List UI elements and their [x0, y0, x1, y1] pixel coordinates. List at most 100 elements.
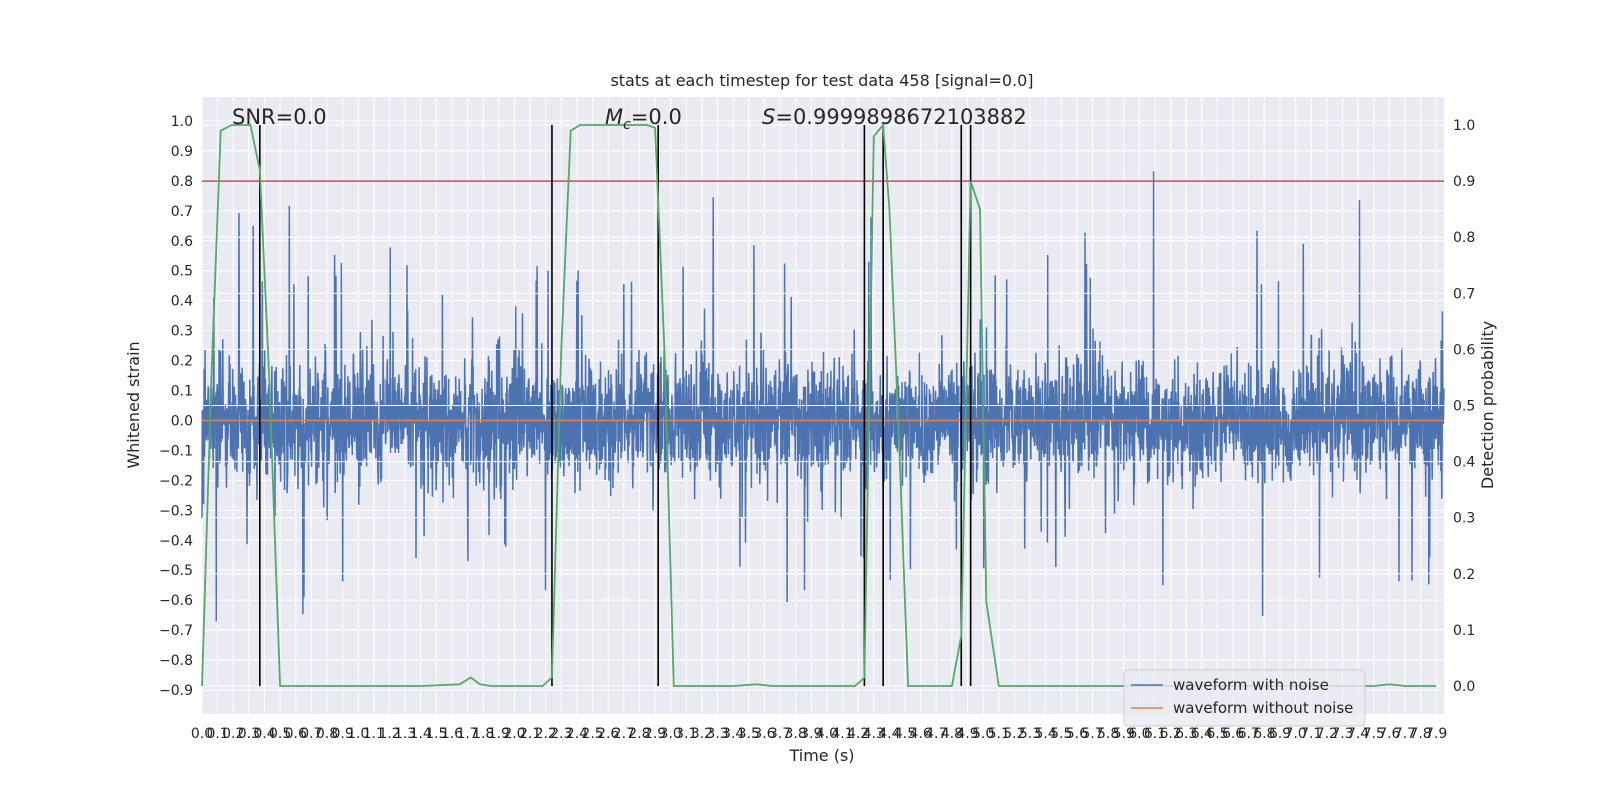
x-tick-label: 4.5 [894, 726, 916, 742]
x-tick-label: 1.6 [441, 726, 463, 742]
y-tick-label: −0.1 [159, 443, 193, 459]
x-tick-label: 1.2 [378, 726, 400, 742]
x-tick-label: 7.1 [1300, 726, 1322, 742]
x-tick-label: 3.0 [660, 726, 682, 742]
x-tick-label: 6.0 [1128, 726, 1150, 742]
x-tick-label: 0.6 [285, 726, 307, 742]
x-tick-label: 2.7 [613, 726, 635, 742]
y-tick-label: 0.5 [171, 264, 193, 280]
y2-tick-label: 0.0 [1453, 679, 1475, 695]
x-tick-label: 4.8 [941, 726, 963, 742]
y-tick-label: 0.2 [171, 354, 193, 370]
x-tick-label: 6.7 [1238, 726, 1260, 742]
x-tick-label: 7.3 [1331, 726, 1353, 742]
y2-tick-label: 0.7 [1453, 286, 1475, 302]
x-tick-label: 2.9 [644, 726, 666, 742]
y-tick-label: −0.6 [159, 593, 193, 609]
legend-box [1123, 669, 1366, 727]
x-tick-label: 1.5 [425, 726, 447, 742]
x-tick-label: 2.1 [519, 726, 541, 742]
x-tick-label: 1.0 [347, 726, 369, 742]
x-tick-label: 6.1 [1144, 726, 1166, 742]
x-tick-label: 4.9 [956, 726, 978, 742]
x-tick-label: 0.9 [331, 726, 353, 742]
x-tick-label: 5.2 [1003, 726, 1025, 742]
x-tick-label: 0.8 [316, 726, 338, 742]
y-axis-label: Whitened strain [124, 341, 143, 468]
x-tick-label: 6.3 [1175, 726, 1197, 742]
y-tick-label: −0.4 [159, 533, 193, 549]
x-tick-label: 6.5 [1206, 726, 1228, 742]
y-tick-label: −0.7 [159, 623, 193, 639]
x-tick-label: 3.3 [706, 726, 728, 742]
x-tick-label: 5.1 [988, 726, 1010, 742]
y-tick-label: −0.5 [159, 563, 193, 579]
y2-tick-label: 0.6 [1453, 342, 1475, 358]
y2-tick-label: 0.2 [1453, 567, 1475, 583]
x-tick-label: 5.7 [1081, 726, 1103, 742]
x-tick-label: 3.1 [675, 726, 697, 742]
x-tick-label: 5.6 [1066, 726, 1088, 742]
y-tick-label: 0.6 [171, 234, 193, 250]
x-tick-label: 2.4 [566, 726, 588, 742]
y-tick-label: 1.0 [171, 114, 193, 130]
y2-tick-label: 0.5 [1453, 399, 1475, 415]
x-tick-label: 2.6 [597, 726, 619, 742]
x-tick-label: 2.8 [628, 726, 650, 742]
x-tick-label: 7.7 [1394, 726, 1416, 742]
y-tick-label: 0.9 [171, 144, 193, 160]
x-tick-label: 4.3 [863, 726, 885, 742]
svg-text:Mc=0.0: Mc=0.0 [605, 105, 682, 133]
x-tick-label: 4.4 [878, 726, 900, 742]
plot-area: 0.00.10.20.30.40.50.60.70.80.91.01.11.21… [159, 97, 1475, 742]
y-tick-label: −0.3 [159, 503, 193, 519]
x-tick-label: 7.8 [1409, 726, 1431, 742]
x-tick-label: 7.0 [1284, 726, 1306, 742]
y-tick-label: −0.2 [159, 473, 193, 489]
x-tick-label: 5.3 [1019, 726, 1041, 742]
y-tick-label: 0.0 [171, 413, 193, 429]
x-tick-label: 3.4 [722, 726, 744, 742]
y2-tick-label: 1.0 [1453, 118, 1475, 134]
x-tick-label: 2.2 [535, 726, 557, 742]
y2-tick-label: 0.9 [1453, 174, 1475, 190]
legend: waveform with noise waveform without noi… [1123, 669, 1366, 727]
x-tick-label: 0.3 [238, 726, 260, 742]
svg-text:SNR=0.0: SNR=0.0 [232, 105, 327, 129]
chart-title: stats at each timestep for test data 458… [610, 71, 1033, 90]
x-tick-label: 0.1 [206, 726, 228, 742]
x-tick-label: 0.4 [253, 726, 275, 742]
y-tick-label: 0.3 [171, 324, 193, 340]
x-tick-label: 4.0 [816, 726, 838, 742]
x-axis-label: Time (s) [788, 746, 854, 765]
x-tick-label: 3.7 [769, 726, 791, 742]
x-tick-label: 3.9 [800, 726, 822, 742]
x-tick-label: 7.6 [1378, 726, 1400, 742]
y2-tick-label: 0.3 [1453, 511, 1475, 527]
x-tick-label: 6.2 [1159, 726, 1181, 742]
x-tick-label: 0.5 [269, 726, 291, 742]
y2-tick-label: 0.1 [1453, 623, 1475, 639]
x-tick-label: 5.8 [1097, 726, 1119, 742]
x-tick-label: 3.6 [753, 726, 775, 742]
x-tick-label: 6.4 [1191, 726, 1213, 742]
x-tick-label: 4.1 [831, 726, 853, 742]
legend-label-with-noise: waveform with noise [1173, 676, 1329, 694]
x-tick-label: 7.2 [1316, 726, 1338, 742]
y-tick-label: 0.4 [171, 294, 193, 310]
y-tick-label: 0.7 [171, 204, 193, 220]
y-tick-label: −0.9 [159, 683, 193, 699]
legend-label-without-noise: waveform without noise [1173, 699, 1353, 717]
x-tick-label: 2.0 [503, 726, 525, 742]
y2-axis-label: Detection probability [1478, 321, 1497, 489]
x-tick-label: 6.8 [1253, 726, 1275, 742]
y-ticks-right: 1.0 0.9 0.8 0.7 0.6 0.5 0.4 0.3 0.2 0.1 0.0 [202, 118, 1475, 695]
x-tick-label: 5.9 [1113, 726, 1135, 742]
x-tick-label: 6.6 [1222, 726, 1244, 742]
series-waveform-with-noise [201, 171, 1445, 622]
x-tick-label: 2.3 [550, 726, 572, 742]
x-tick-label: 3.8 [785, 726, 807, 742]
x-tick-label: 1.8 [472, 726, 494, 742]
x-tick-label: 5.5 [1050, 726, 1072, 742]
svg-text:S=0.9999898672103882: S=0.9999898672103882 [762, 105, 1027, 129]
